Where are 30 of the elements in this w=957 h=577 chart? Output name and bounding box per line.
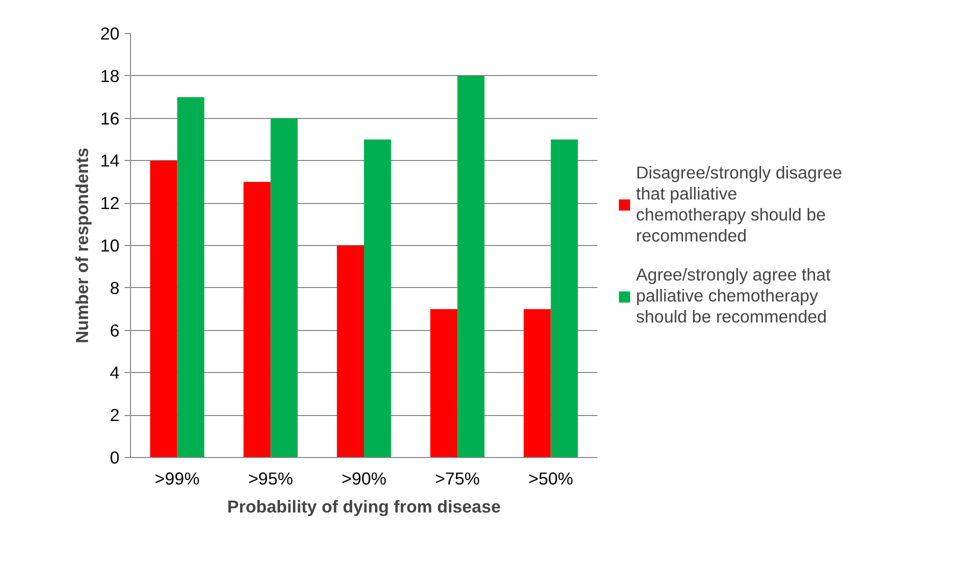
y-tick-label: 4 [110, 362, 120, 383]
x-axis-title: Probability of dying from disease [227, 496, 502, 516]
y-tick-label: 12 [100, 193, 120, 214]
x-tick-label: >99% [154, 468, 200, 488]
legend-label: Disagree/strongly disagree that palliative chemotherapy should be recommended [636, 162, 842, 246]
legend-label: Agree/strongly agree that palliative chemotherapy should be recommended [636, 264, 831, 328]
bar [336, 246, 364, 458]
x-tick-label: >90% [342, 468, 386, 488]
bar [270, 118, 298, 458]
y-tick-label: 14 [100, 150, 120, 171]
x-tick-label: >95% [248, 468, 294, 488]
bar [364, 140, 392, 458]
bar [457, 76, 484, 458]
y-tick-label: 10 [100, 236, 120, 256]
y-tick-label: 2 [110, 405, 120, 426]
y-tick-label: 6 [110, 320, 120, 340]
bar [177, 97, 204, 458]
y-tick-label: 18 [100, 66, 120, 86]
y-tick-label: 8 [110, 278, 120, 298]
bar [150, 160, 178, 458]
x-tick-label: >50% [528, 468, 574, 488]
bar [524, 309, 551, 458]
y-axis-title: Number of respondents [72, 148, 92, 344]
bar [550, 140, 578, 458]
y-tick-label: 16 [100, 108, 120, 128]
x-tick-label: >75% [435, 468, 480, 488]
y-tick-label: 20 [100, 24, 120, 44]
bar [244, 182, 271, 458]
y-tick-label: 0 [110, 448, 120, 468]
bar [430, 309, 458, 458]
